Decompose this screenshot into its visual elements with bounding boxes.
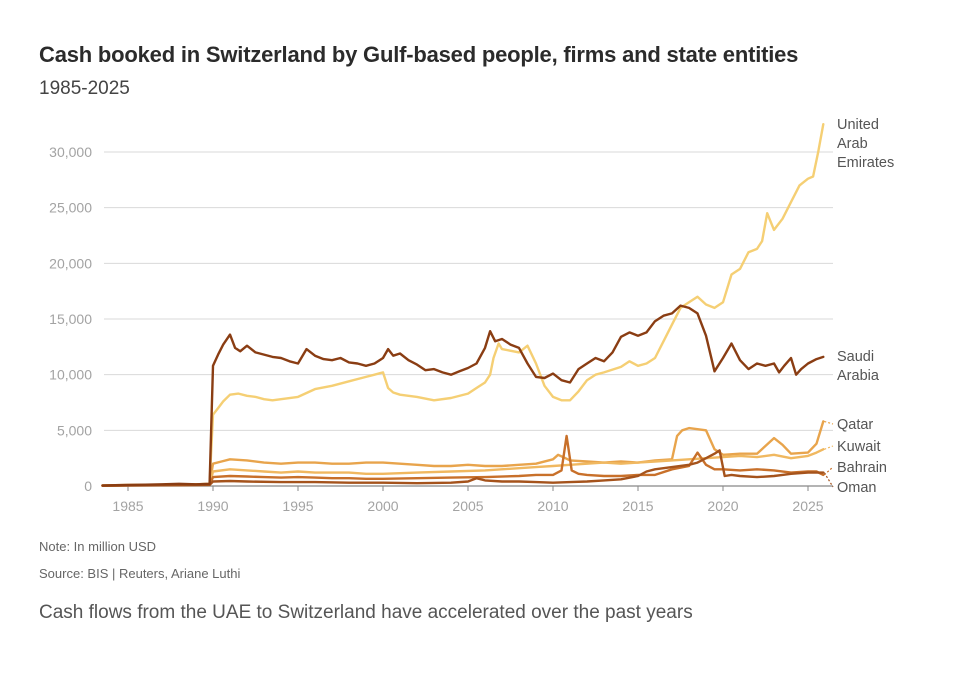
x-tick-label: 1995 xyxy=(282,498,313,514)
x-tick-label: 2025 xyxy=(792,498,823,514)
y-tick-label: 10,000 xyxy=(49,367,92,383)
axes: 0 5,000 10,000 15,000 20,000 25,000 30,000 1985… xyxy=(49,144,833,514)
series-label-saudi-arabia: Saudi xyxy=(837,349,874,365)
series-label-kuwait: Kuwait xyxy=(837,439,881,455)
chart-note: Note: In million USD xyxy=(39,539,157,554)
x-tick-label: 1990 xyxy=(197,498,228,514)
series-label-united-arab-emirates: Arab xyxy=(837,136,868,152)
series-label-saudi-arabia: Arabia xyxy=(837,368,880,384)
chart-title: Cash booked in Switzerland by Gulf-based… xyxy=(39,42,799,67)
y-tick-label: 15,000 xyxy=(49,311,92,327)
chart-subtitle: 1985-2025 xyxy=(39,78,130,99)
series-labels: United Arab Emirates Saudi Arabia Qatar Kuwait… xyxy=(823,117,894,496)
chart-source: Source: BIS | Reuters, Ariane Luthi xyxy=(39,566,241,581)
x-tick-label: 2015 xyxy=(622,498,653,514)
series-label-bahrain: Bahrain xyxy=(837,460,887,476)
label-leader-bahrain xyxy=(823,466,834,476)
y-tick-label: 5,000 xyxy=(57,422,92,438)
series-line-saudi-arabia xyxy=(101,304,825,487)
series-lines xyxy=(101,122,825,487)
series-line-bahrain xyxy=(101,434,825,487)
series-line-united-arab-emirates xyxy=(101,122,825,487)
label-leader-qatar xyxy=(824,420,834,425)
series-label-qatar: Qatar xyxy=(837,417,873,433)
x-tick-label: 2010 xyxy=(537,498,568,514)
label-leader-oman xyxy=(823,472,834,488)
y-tick-label: 20,000 xyxy=(49,255,92,271)
y-tick-label: 30,000 xyxy=(49,144,92,160)
series-label-united-arab-emirates: United xyxy=(837,117,879,133)
series-label-oman: Oman xyxy=(837,480,877,496)
chart-caption: Cash flows from the UAE to Switzerland h… xyxy=(39,602,693,623)
y-tick-label: 0 xyxy=(84,478,92,494)
label-leader-kuwait xyxy=(824,445,834,450)
series-label-united-arab-emirates: Emirates xyxy=(837,155,894,171)
gridlines xyxy=(104,151,833,431)
y-tick-label: 25,000 xyxy=(49,200,92,216)
series-line-oman xyxy=(101,449,825,487)
x-tick-label: 2005 xyxy=(452,498,483,514)
x-tick-label: 2000 xyxy=(367,498,398,514)
x-tick-label: 1985 xyxy=(112,498,143,514)
x-tick-label: 2020 xyxy=(707,498,738,514)
series-line-kuwait xyxy=(101,448,825,487)
